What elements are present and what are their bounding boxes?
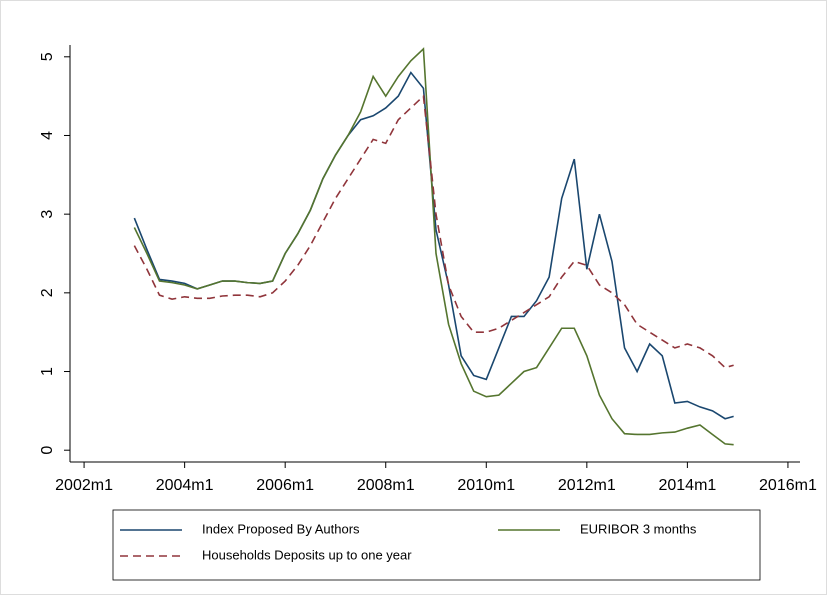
legend-label: Index Proposed By Authors: [202, 521, 360, 536]
x-tick-label: 2008m1: [357, 477, 415, 494]
x-tick-label: 2004m1: [156, 477, 214, 494]
y-tick-label: 2: [39, 288, 56, 297]
legend-label: EURIBOR 3 months: [580, 521, 697, 536]
y-tick-label: 3: [39, 210, 56, 219]
x-tick-label: 2006m1: [256, 477, 314, 494]
series-line: [133, 47, 734, 446]
y-tick-label: 0: [39, 446, 56, 455]
legend-label: Households Deposits up to one year: [202, 547, 412, 562]
y-tick-label: 5: [39, 52, 56, 61]
x-tick-label: 2002m1: [55, 477, 113, 494]
series-line: [133, 94, 734, 369]
y-tick-label: 4: [39, 131, 56, 140]
x-tick-label: 2014m1: [658, 477, 716, 494]
y-tick-label: 1: [39, 367, 56, 376]
x-tick-label: 2016m1: [759, 477, 817, 494]
legend-box: [112, 509, 761, 581]
x-tick-label: 2012m1: [558, 477, 616, 494]
x-tick-label: 2010m1: [457, 477, 515, 494]
